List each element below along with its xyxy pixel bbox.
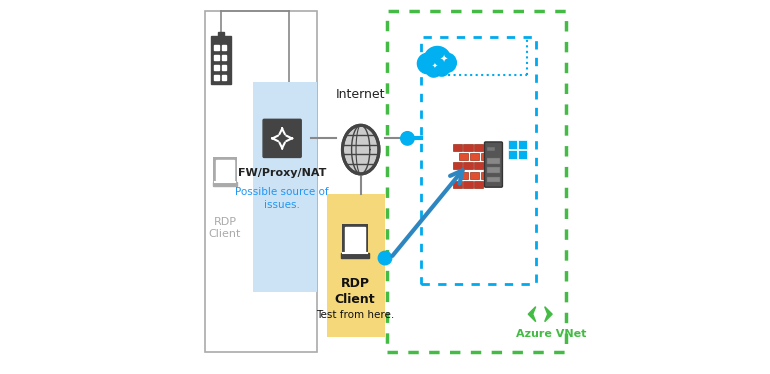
Circle shape	[426, 61, 442, 77]
FancyBboxPatch shape	[518, 140, 527, 149]
Circle shape	[400, 132, 414, 145]
FancyBboxPatch shape	[453, 162, 462, 169]
FancyBboxPatch shape	[518, 150, 527, 159]
Text: Test from here.: Test from here.	[316, 310, 394, 321]
FancyBboxPatch shape	[453, 144, 462, 151]
Polygon shape	[544, 307, 552, 322]
FancyBboxPatch shape	[487, 158, 500, 164]
FancyBboxPatch shape	[341, 253, 370, 258]
FancyBboxPatch shape	[222, 45, 226, 50]
FancyBboxPatch shape	[508, 150, 517, 159]
FancyBboxPatch shape	[480, 172, 490, 178]
FancyBboxPatch shape	[214, 55, 219, 60]
FancyBboxPatch shape	[453, 181, 462, 188]
Circle shape	[378, 251, 392, 265]
FancyBboxPatch shape	[470, 172, 479, 178]
Text: Internet: Internet	[336, 88, 386, 101]
Text: Azure VNet: Azure VNet	[516, 329, 587, 339]
Text: ✦: ✦	[432, 63, 438, 69]
FancyBboxPatch shape	[263, 119, 301, 157]
Circle shape	[434, 61, 450, 76]
FancyBboxPatch shape	[218, 32, 224, 36]
FancyBboxPatch shape	[253, 82, 317, 292]
FancyBboxPatch shape	[459, 153, 468, 160]
Circle shape	[424, 46, 450, 73]
FancyBboxPatch shape	[470, 153, 479, 160]
Text: RDP
Client: RDP Client	[209, 217, 241, 239]
Text: ✦: ✦	[440, 55, 447, 65]
FancyBboxPatch shape	[222, 55, 226, 60]
FancyBboxPatch shape	[222, 76, 226, 80]
FancyBboxPatch shape	[487, 177, 500, 183]
FancyBboxPatch shape	[342, 224, 368, 255]
FancyBboxPatch shape	[213, 157, 236, 183]
FancyBboxPatch shape	[327, 194, 385, 337]
FancyBboxPatch shape	[464, 144, 473, 151]
Text: RDP
Client: RDP Client	[335, 277, 376, 306]
Text: FW/Proxy/NAT: FW/Proxy/NAT	[238, 168, 326, 178]
FancyBboxPatch shape	[214, 65, 219, 70]
FancyBboxPatch shape	[213, 182, 237, 186]
FancyBboxPatch shape	[211, 36, 232, 84]
FancyBboxPatch shape	[474, 181, 484, 188]
FancyBboxPatch shape	[508, 140, 517, 149]
FancyBboxPatch shape	[222, 65, 226, 70]
FancyBboxPatch shape	[464, 162, 473, 169]
FancyBboxPatch shape	[214, 45, 219, 50]
FancyBboxPatch shape	[216, 160, 233, 180]
FancyBboxPatch shape	[480, 153, 490, 160]
FancyBboxPatch shape	[474, 144, 484, 151]
Circle shape	[437, 53, 457, 73]
FancyBboxPatch shape	[487, 147, 495, 151]
FancyBboxPatch shape	[474, 162, 484, 169]
FancyBboxPatch shape	[487, 167, 500, 173]
Ellipse shape	[343, 125, 379, 174]
FancyBboxPatch shape	[459, 172, 468, 178]
FancyBboxPatch shape	[214, 76, 219, 80]
FancyBboxPatch shape	[464, 181, 473, 188]
Polygon shape	[528, 307, 536, 322]
Circle shape	[417, 53, 438, 74]
Text: Possible source of
issues.: Possible source of issues.	[236, 187, 329, 210]
FancyBboxPatch shape	[484, 142, 503, 187]
FancyBboxPatch shape	[345, 227, 365, 252]
